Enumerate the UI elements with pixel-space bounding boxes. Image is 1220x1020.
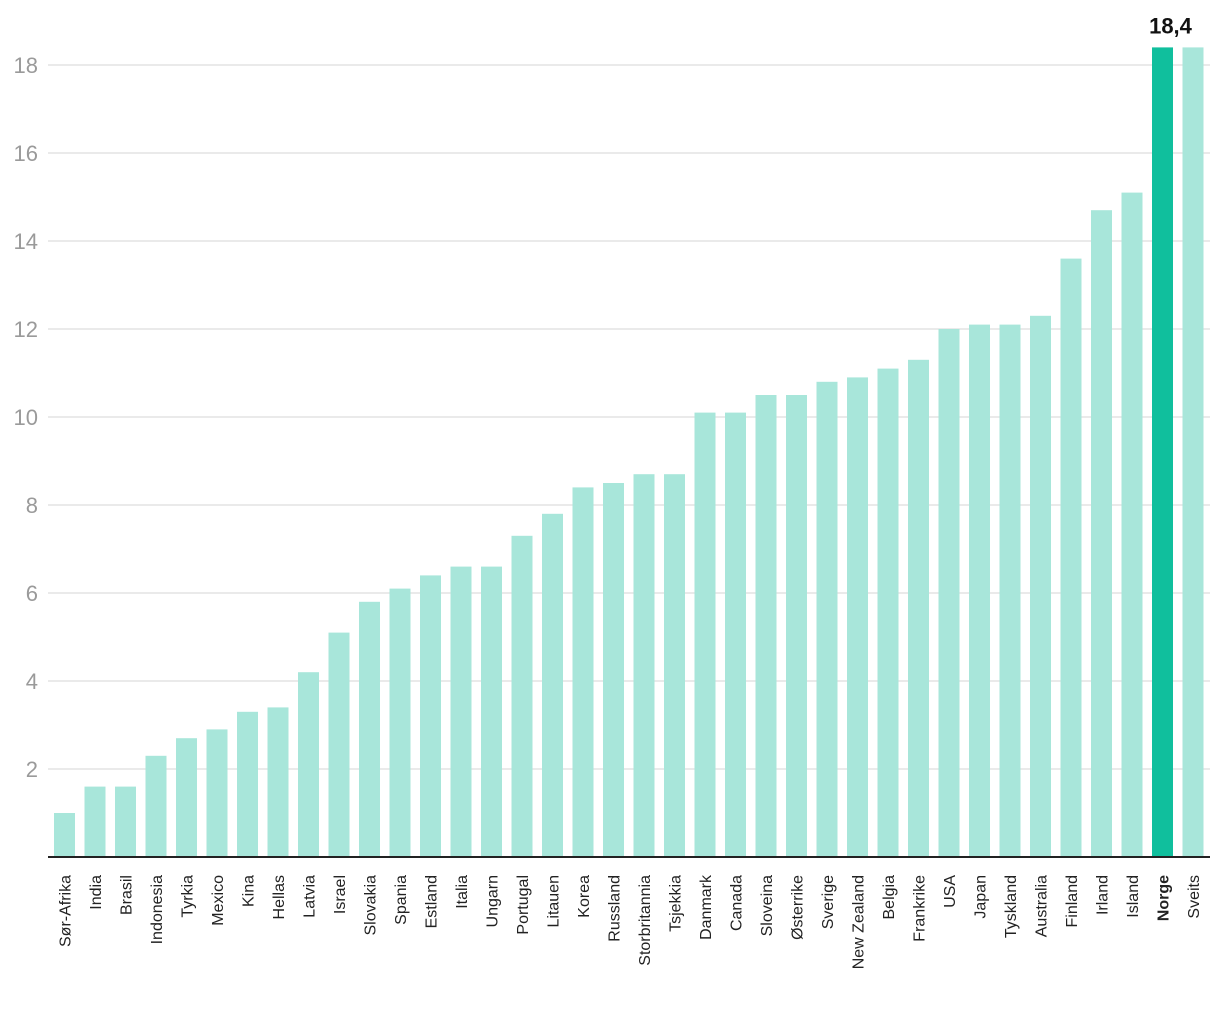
x-tick-label: Frankrike — [912, 875, 929, 942]
bar-belgia — [877, 368, 899, 857]
y-tick-label: 8 — [26, 493, 38, 518]
x-tick-label: USA — [942, 875, 959, 908]
x-tick-label: Tsjekkia — [668, 875, 685, 932]
x-tick-label: Belgia — [881, 875, 898, 920]
bar-italia — [450, 566, 472, 857]
bar-new-zealand — [847, 377, 868, 857]
bar-brasil — [115, 786, 136, 857]
y-tick-label: 4 — [26, 669, 38, 694]
x-tick-label: Latvia — [302, 875, 319, 918]
x-tick-label: Australia — [1034, 875, 1051, 937]
y-tick-label: 10 — [14, 405, 38, 430]
x-tick-label: Ungarn — [485, 875, 502, 927]
bar-indonesia — [145, 755, 167, 857]
bar-estland — [420, 575, 441, 857]
bar-slovakia — [359, 601, 380, 857]
bar-sveits — [1182, 47, 1204, 857]
x-tick-label: Finland — [1064, 875, 1081, 927]
x-tick-label: Irland — [1095, 875, 1112, 915]
x-tick-label: Israel — [332, 875, 349, 914]
x-axis-ticks: Sør-Afrika India Brasil Indonesia Tyrkia Mexi… — [58, 874, 1204, 969]
bar-korea — [572, 487, 594, 857]
gridlines — [48, 64, 1210, 770]
x-tick-label: Sveits — [1186, 875, 1203, 919]
bar-tyrkia — [176, 738, 197, 857]
x-tick-label: Russland — [607, 875, 624, 942]
y-tick-label: 18 — [14, 53, 38, 78]
x-tick-label: Canada — [729, 875, 746, 931]
bar-india — [84, 786, 106, 857]
x-tick-label: New Zealand — [851, 875, 868, 969]
y-tick-label: 12 — [14, 317, 38, 342]
bar-australia — [1030, 315, 1051, 857]
y-axis-ticks: 2 4 6 8 10 12 14 16 18 — [14, 53, 38, 782]
bar-norge — [1152, 47, 1173, 857]
x-tick-label: Sloveina — [759, 875, 776, 936]
bar-mexico — [206, 729, 228, 857]
bar-usa — [938, 329, 960, 857]
y-tick-label: 2 — [26, 757, 38, 782]
x-tick-label: Litauen — [546, 875, 563, 928]
bar-spania — [389, 588, 411, 857]
x-tick-label: Brasil — [119, 875, 136, 915]
bar-canada — [725, 412, 746, 857]
data-labels: 18,4 — [1149, 13, 1193, 38]
x-tick-label: Japan — [973, 875, 990, 919]
x-tick-label: Tyskland — [1003, 875, 1020, 938]
bar-storbritannia — [633, 474, 655, 857]
bar-østerrike — [786, 395, 807, 857]
bar-island — [1121, 192, 1143, 858]
x-tick-label: Island — [1125, 875, 1142, 918]
x-tick-label: Hellas — [271, 875, 288, 919]
x-tick-label: Indonesia — [149, 875, 166, 944]
x-tick-label: Norge — [1156, 875, 1173, 921]
x-tick-label: Kina — [241, 875, 258, 907]
x-tick-label: Mexico — [210, 875, 227, 926]
bar-sør-afrika — [54, 813, 75, 857]
x-tick-label: Estland — [424, 875, 441, 928]
bar-latvia — [298, 672, 319, 857]
bar-israel — [328, 632, 350, 857]
bar-russland — [603, 483, 624, 857]
bar-tsjekkia — [664, 474, 685, 857]
bar-sverige — [816, 381, 838, 857]
bar-tyskland — [999, 324, 1021, 858]
y-tick-label: 16 — [14, 141, 38, 166]
x-tick-label: Italia — [454, 875, 471, 909]
y-tick-label: 14 — [14, 229, 38, 254]
bar-danmark — [694, 412, 716, 857]
bars — [54, 47, 1204, 858]
bar-litauen — [542, 513, 563, 857]
x-tick-label: Storbritannia — [637, 875, 654, 966]
x-tick-label: Portugal — [515, 875, 532, 935]
x-tick-label: Spania — [393, 875, 410, 925]
bar-finland — [1060, 258, 1082, 858]
bar-sloveina — [755, 395, 777, 857]
bar-frankrike — [908, 359, 929, 857]
bar-hellas — [267, 707, 289, 857]
data-label-norge: 18,4 — [1149, 13, 1193, 38]
x-tick-label: India — [88, 875, 105, 910]
y-tick-label: 6 — [26, 581, 38, 606]
x-tick-label: Østerrike — [790, 875, 807, 940]
bar-ungarn — [481, 566, 502, 857]
x-tick-label: Korea — [576, 875, 593, 918]
bar-irland — [1091, 210, 1112, 857]
x-tick-label: Slovakia — [363, 875, 380, 936]
x-tick-label: Tyrkia — [180, 875, 197, 918]
x-tick-label: Danmark — [698, 874, 715, 940]
bar-kina — [237, 711, 258, 857]
x-tick-label: Sverige — [820, 875, 837, 929]
bar-portugal — [511, 535, 533, 857]
bar-japan — [969, 324, 990, 858]
x-tick-label: Sør-Afrika — [58, 875, 75, 947]
